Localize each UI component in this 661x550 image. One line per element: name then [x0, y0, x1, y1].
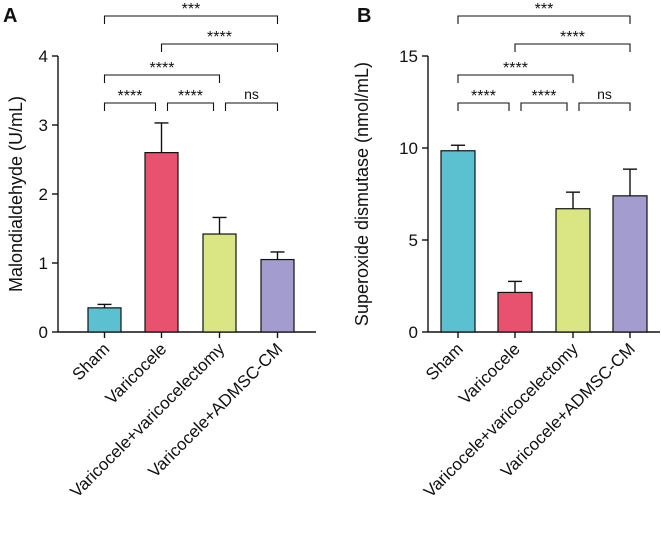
significance-label: ****	[150, 60, 175, 77]
bar-4	[260, 258, 295, 333]
significance-label: ***	[182, 1, 201, 18]
bar-1	[87, 307, 122, 333]
significance-bracket	[160, 43, 279, 52]
y-tick-label: 1	[39, 254, 48, 273]
bar-2	[497, 291, 533, 333]
significance-bracket	[520, 102, 568, 111]
significance-bracket	[457, 15, 631, 24]
y-tick-label: 4	[39, 47, 48, 66]
significance-label: ns	[597, 86, 612, 102]
y-tick-label: 0	[409, 323, 418, 342]
significance-bracket	[514, 43, 631, 52]
significance-bracket	[103, 102, 157, 111]
significance-label: ***	[535, 1, 554, 18]
significance-label: ****	[178, 88, 203, 105]
bar-1	[440, 150, 476, 333]
x-tick-label: Sham	[422, 339, 467, 384]
y-tick-label: 3	[39, 116, 48, 135]
y-tick-label: 10	[399, 139, 418, 158]
y-axis-label: Malondialdehyde (U/mL)	[6, 96, 26, 292]
significance-bracket	[457, 74, 574, 83]
significance-bracket	[457, 102, 510, 111]
y-tick-label: 5	[409, 231, 418, 250]
significance-bracket	[224, 102, 279, 111]
significance-label: ns	[244, 86, 259, 102]
significance-label: ****	[532, 88, 557, 105]
y-axis-label: Superoxide dismutase (nmol/mL)	[352, 62, 372, 326]
y-tick-label: 0	[39, 323, 48, 342]
panel-letter: A	[3, 5, 17, 27]
bar-3	[555, 208, 591, 333]
significance-bracket	[166, 102, 215, 111]
x-tick-label: Sham	[68, 339, 113, 384]
bar-2	[144, 152, 179, 333]
panel-b: B Superoxide dismutase (nmol/mL) 0 5 10 15 Sha…	[352, 1, 660, 501]
panel-letter: B	[357, 5, 371, 27]
y-tick-label: 15	[399, 47, 418, 66]
bar-4	[612, 195, 648, 333]
significance-bracket	[103, 74, 221, 83]
significance-label: ****	[560, 29, 585, 46]
significance-label: ****	[503, 60, 528, 77]
significance-bracket	[578, 102, 631, 111]
y-tick-label: 2	[39, 185, 48, 204]
significance-label: ****	[207, 29, 232, 46]
significance-bracket	[103, 15, 279, 24]
bar-3	[202, 233, 237, 333]
significance-label: ****	[471, 88, 496, 105]
significance-label: ****	[118, 88, 143, 105]
